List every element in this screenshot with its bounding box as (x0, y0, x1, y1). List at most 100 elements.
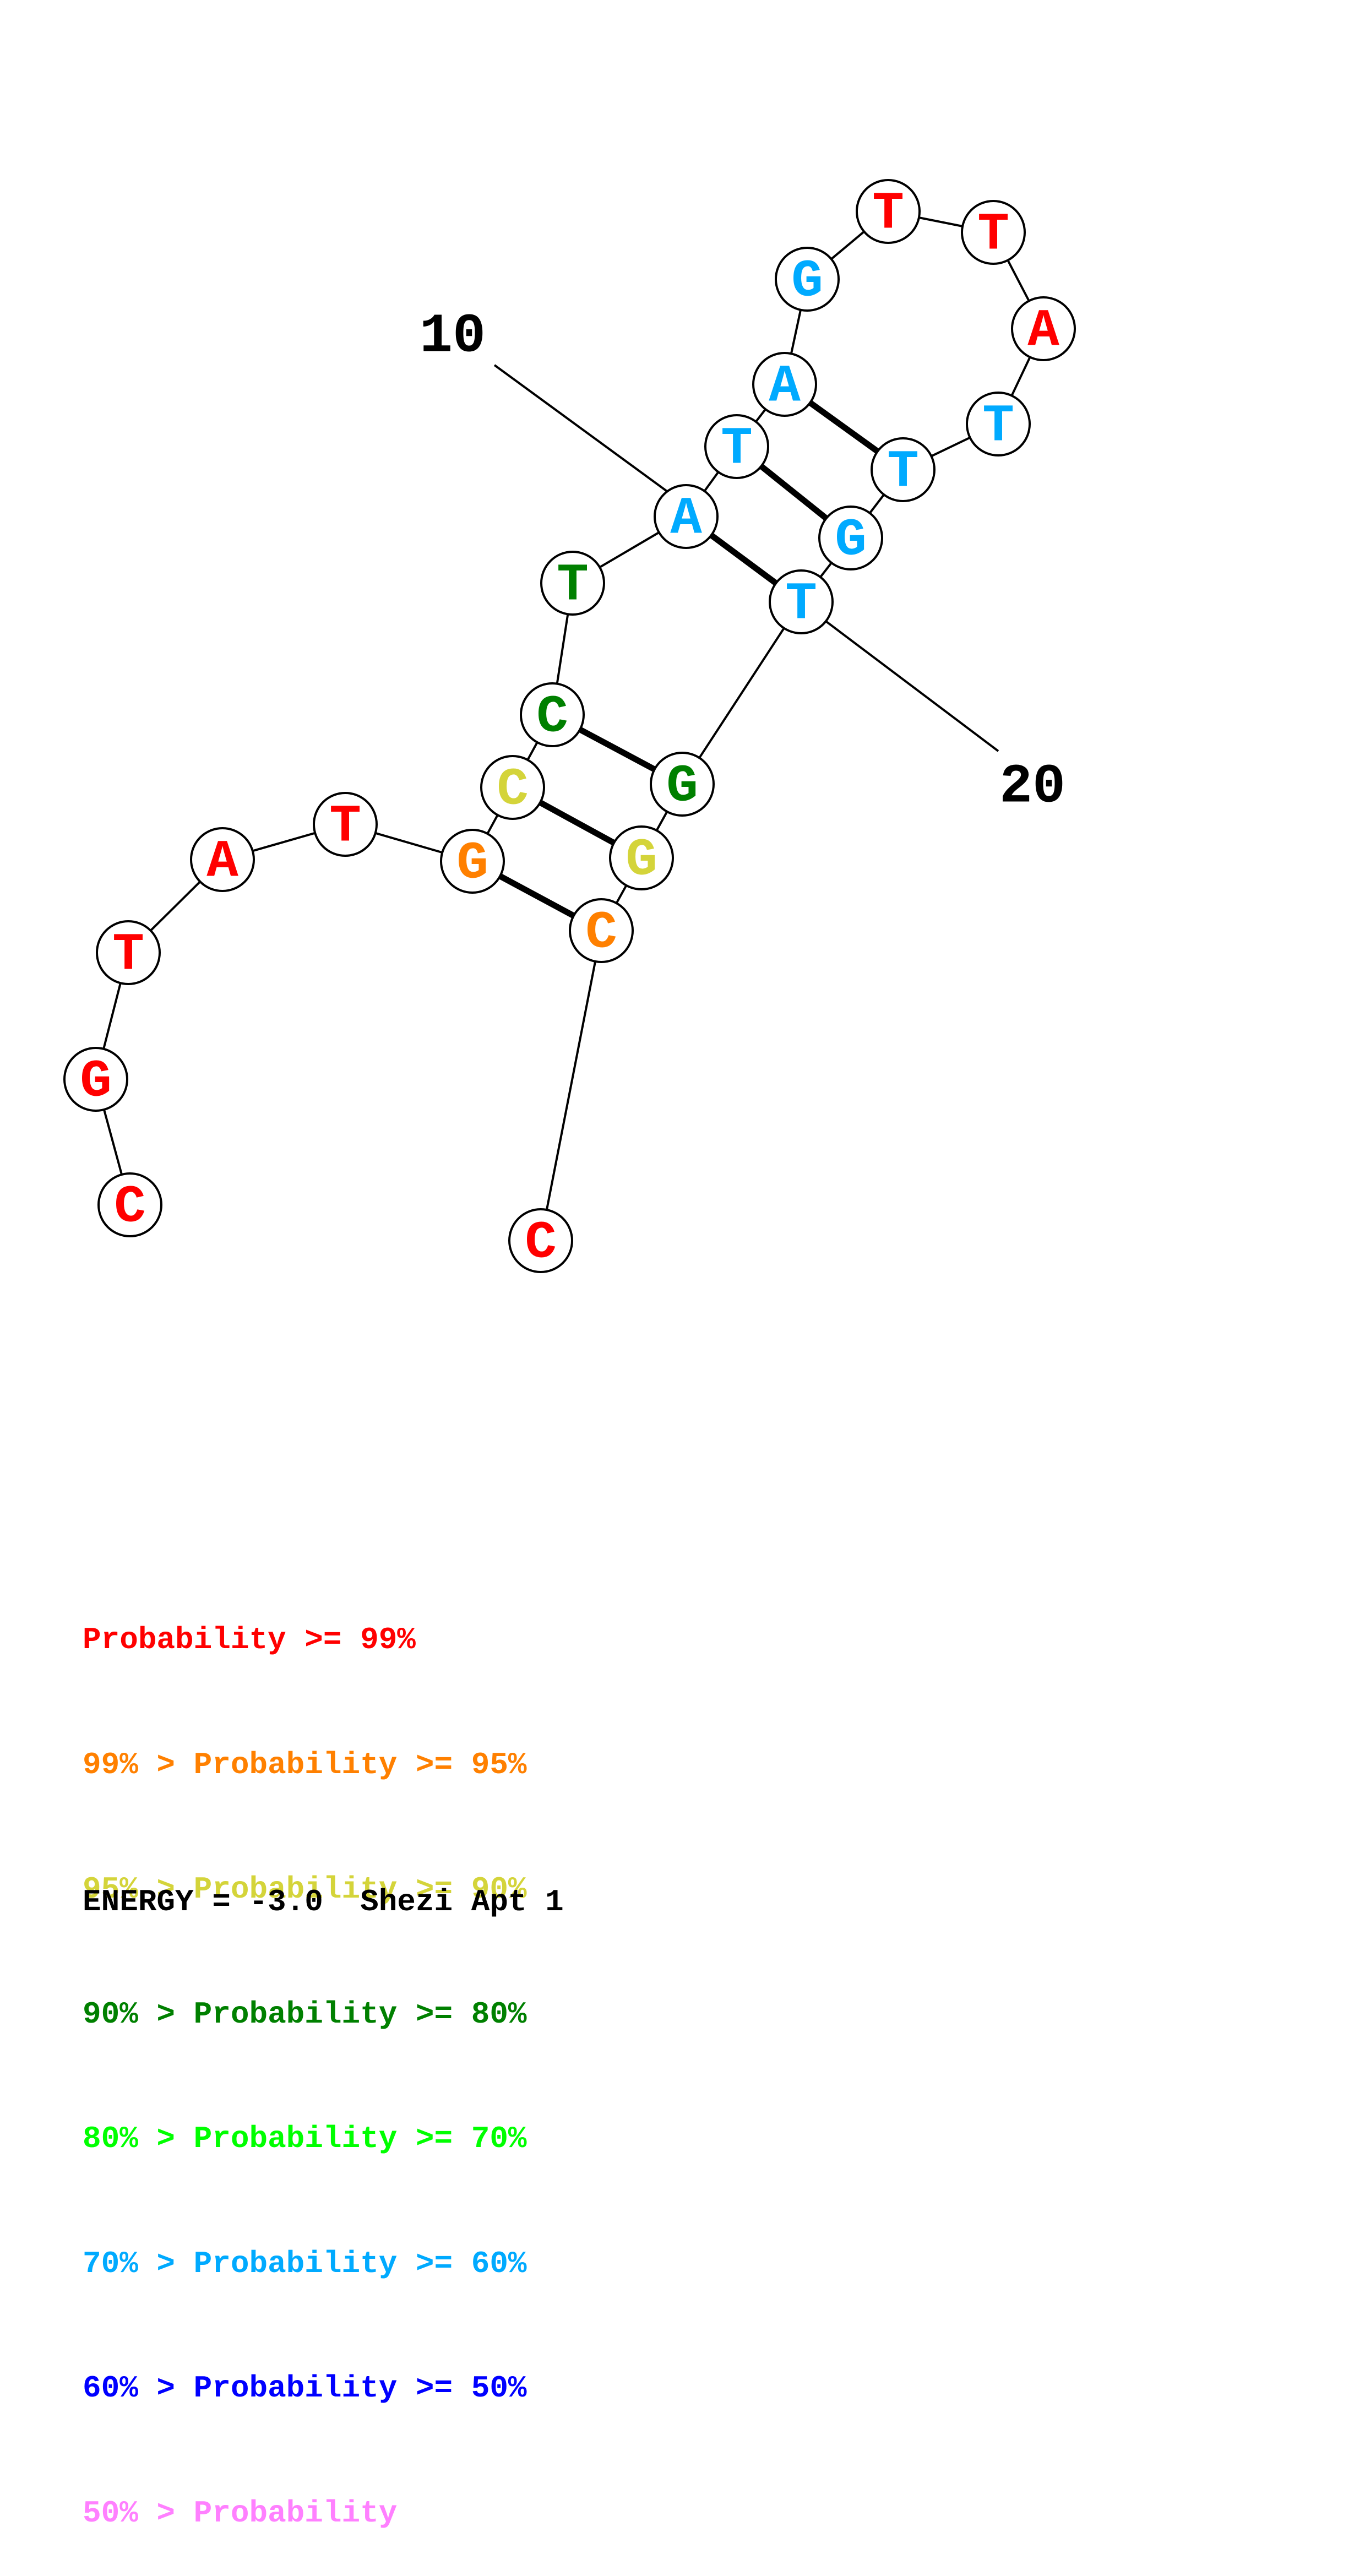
nucleotide-circle (96, 920, 161, 985)
nucleotide-20: T (769, 569, 834, 634)
nucleotide-letter: A (206, 832, 238, 892)
legend-text: Probability (193, 2495, 398, 2531)
legend-row-90: 95% > Probability >= 90% (83, 1869, 527, 1911)
legend-prefix: 70% > (83, 2246, 194, 2281)
number-label-20: 20 (999, 757, 1065, 819)
nucleotide-letter: T (785, 574, 817, 634)
legend-text: Probability >= 90% (193, 1872, 527, 1907)
nucleotide-circle (508, 1208, 573, 1273)
nucleotide-letter: T (721, 419, 753, 479)
nucleotide-letter: T (872, 184, 904, 244)
number-label-line (823, 619, 999, 752)
nucleotide-letter: T (557, 556, 589, 616)
nucleotide-circle (856, 179, 921, 244)
legend-text: Probability >= 50% (193, 2371, 527, 2406)
base-pair-lines (471, 382, 905, 933)
nucleotide-11: T (704, 414, 769, 479)
nucleotide-23: C (569, 898, 634, 963)
nucleotide-circle (480, 755, 545, 820)
legend-text: Probability >= 95% (193, 1747, 527, 1782)
legend-prefix: 80% > (83, 2121, 194, 2156)
nucleotide-circle (63, 1047, 128, 1112)
legend-prefix: 95% > (83, 1872, 194, 1907)
legend-prefix: 50% > (83, 2495, 194, 2531)
nucleotide-circle (966, 392, 1031, 456)
nucleotide-letter: G (456, 834, 488, 894)
nucleotide-14: T (856, 179, 921, 244)
nucleotide-2: G (63, 1047, 128, 1112)
nucleotide-21: G (650, 752, 715, 817)
nucleotide-circle (775, 247, 840, 312)
legend-text: Probability >= 60% (193, 2246, 527, 2281)
nucleotide-letter: C (114, 1177, 146, 1237)
nucleotide-19: G (818, 506, 883, 570)
nucleotide-10: A (654, 484, 719, 549)
nucleotide-circle (97, 1172, 162, 1237)
nucleotide-letter: C (497, 760, 529, 820)
nucleotide-5: T (313, 792, 378, 857)
nucleotide-circle (313, 792, 378, 857)
nucleotide-circle (540, 551, 605, 616)
nucleotide-circle (769, 569, 834, 634)
nucleotide-7: C (480, 755, 545, 820)
legend-row-95: 99% > Probability >= 95% (83, 1744, 527, 1786)
nucleotide-circle (1011, 296, 1076, 361)
nucleotide-18: T (871, 437, 936, 502)
nucleotide-letter: G (666, 757, 698, 817)
nucleotide-16: A (1011, 296, 1076, 361)
nucleotide-8: C (520, 682, 585, 747)
legend-prefix: 99% > (83, 1747, 194, 1782)
nucleotide-letter: T (112, 925, 144, 985)
nucleotide-13: G (775, 247, 840, 312)
nucleotide-circle (520, 682, 585, 747)
nucleotide-circle (961, 200, 1026, 265)
nucleotide-circle (609, 825, 674, 890)
legend-prefix: 90% > (83, 1996, 194, 2032)
nucleotide-22: G (609, 825, 674, 890)
nucleotide-circle (650, 752, 715, 817)
legend-row-50: 60% > Probability >= 50% (83, 2368, 527, 2410)
nucleotide-letter: C (585, 903, 617, 963)
number-label-lines (493, 364, 999, 752)
number-label-line (493, 364, 672, 495)
nucleotide-letter: T (887, 442, 919, 502)
nucleotide-letter: C (536, 687, 568, 747)
nucleotide-letter: G (80, 1052, 112, 1112)
nucleotide-letter: G (626, 830, 657, 890)
nucleotide-15: T (961, 200, 1026, 265)
nucleotide-letter: T (329, 797, 361, 857)
nucleotide-circle (818, 506, 883, 570)
backbone-segment (681, 601, 802, 785)
nucleotide-letter: C (525, 1213, 557, 1273)
legend-text: Probability >= 80% (193, 1996, 527, 2032)
nucleotide-24: C (508, 1208, 573, 1273)
legend-text: Probability >= 70% (193, 2121, 527, 2156)
number-label-10: 10 (420, 306, 486, 368)
nucleotide-circle (569, 898, 634, 963)
legend-prefix: 60% > (83, 2371, 194, 2406)
nucleotide-circle (654, 484, 719, 549)
number-labels: 10 20 (420, 306, 1065, 819)
nucleotide-3: T (96, 920, 161, 985)
nucleotide-circle (440, 829, 505, 894)
nucleotide-9: T (540, 551, 605, 616)
nucleotide-letter: G (835, 510, 867, 570)
legend-row-0: 50% > Probability (83, 2493, 527, 2535)
legend-text: Probability >= 99% (83, 1622, 416, 1657)
nucleotide-letter: A (670, 489, 702, 549)
legend-row-60: 70% > Probability >= 60% (83, 2243, 527, 2285)
nucleotide-letter: A (1027, 301, 1059, 361)
nucleotide-letter: G (791, 252, 823, 312)
nucleotide-circle (871, 437, 936, 502)
nucleotide-letter: A (769, 357, 801, 417)
nucleotide-6: G (440, 829, 505, 894)
legend-row-80: 90% > Probability >= 80% (83, 1994, 527, 2036)
nucleotide-circle (752, 352, 817, 417)
backbone-segment (540, 930, 602, 1241)
probability-legend: Probability >= 99% 99% > Probability >= … (83, 1536, 527, 2576)
legend-row-99: Probability >= 99% (83, 1619, 527, 1661)
legend-row-70: 80% > Probability >= 70% (83, 2118, 527, 2160)
nucleotide-12: A (752, 352, 817, 417)
